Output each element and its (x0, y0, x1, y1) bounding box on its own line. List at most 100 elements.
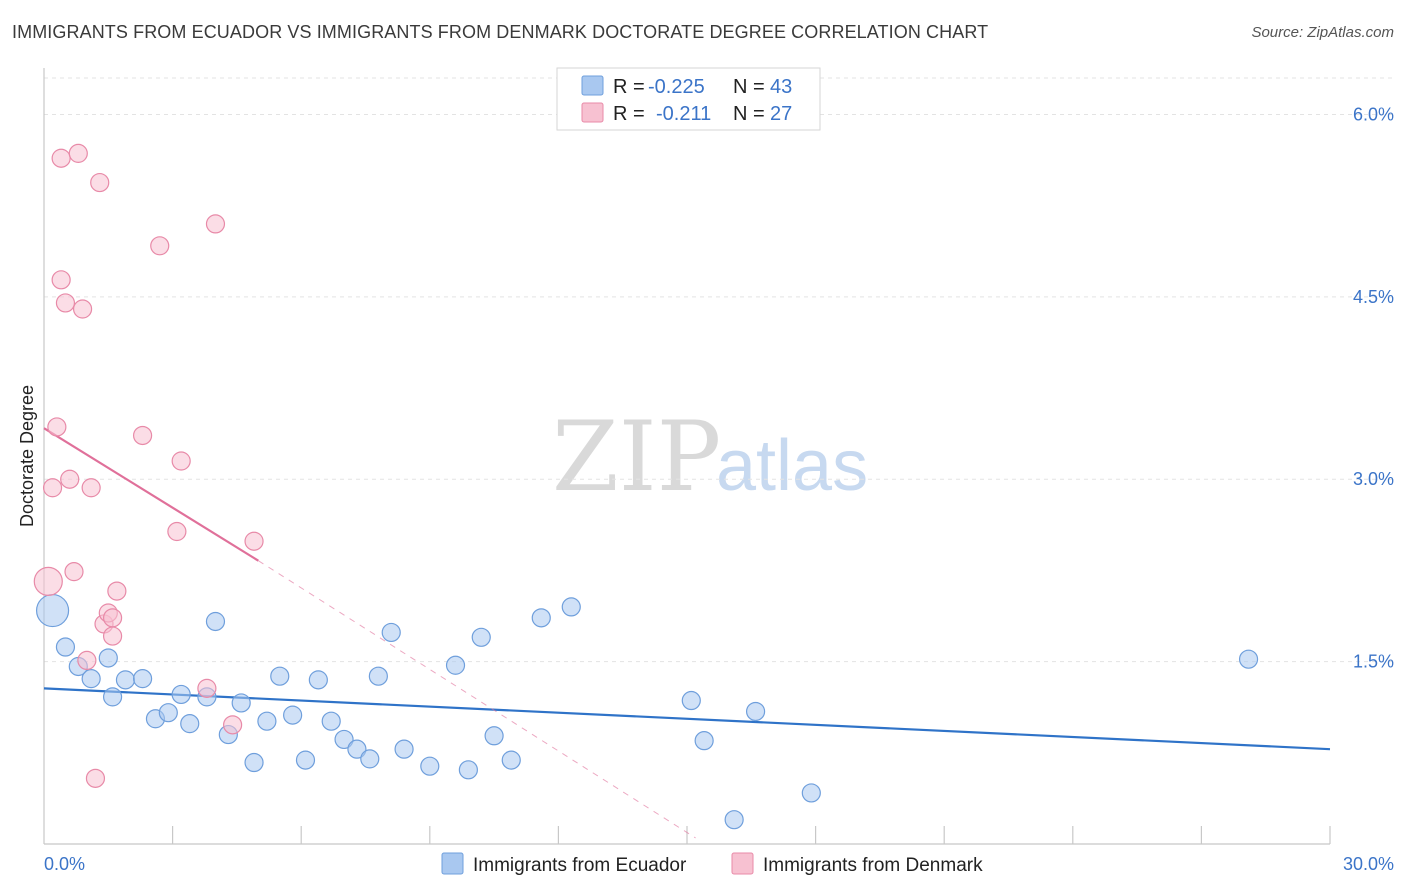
point-ecuador (347, 739, 367, 759)
trend-line-ecuador (43, 687, 1331, 751)
point-denmark (85, 768, 106, 788)
point-ecuador (360, 749, 380, 769)
y-tick-label: 4.5% (1353, 287, 1394, 307)
watermark-zip: ZIP (552, 401, 721, 513)
point-denmark (77, 650, 97, 671)
point-denmark (42, 478, 63, 498)
x-ticks (172, 826, 1331, 844)
y-tick-label: 1.5% (1353, 652, 1394, 672)
point-denmark (47, 417, 67, 437)
point-ecuador (102, 687, 123, 707)
point-ecuador (681, 690, 701, 711)
point-denmark (64, 562, 84, 582)
point-ecuador (334, 729, 354, 750)
point-ecuador (283, 705, 303, 725)
point-ecuador (694, 731, 714, 751)
point-ecuador (257, 711, 277, 731)
gridlines (44, 77, 1394, 663)
series-label-ecuador: Immigrants from Ecuador (473, 855, 687, 876)
point-denmark (81, 478, 101, 498)
point-ecuador (308, 670, 328, 690)
chart-title: IMMIGRANTS FROM ECUADOR VS IMMIGRANTS FR… (12, 22, 989, 42)
point-ecuador (115, 670, 136, 690)
point-ecuador (458, 760, 478, 780)
point-ecuador (1238, 649, 1259, 669)
point-ecuador (35, 593, 70, 628)
legend-n-label-1: N = (733, 76, 765, 98)
point-ecuador (484, 726, 504, 746)
point-ecuador (98, 648, 118, 668)
series-label-denmark: Immigrants from Denmark (763, 855, 983, 876)
trend-lines (43, 427, 1331, 839)
point-denmark (60, 469, 80, 489)
point-denmark (68, 143, 88, 163)
point-ecuador (420, 756, 440, 776)
point-denmark (55, 293, 76, 313)
point-denmark (51, 148, 71, 168)
point-denmark (33, 566, 63, 596)
point-denmark (244, 531, 264, 551)
point-ecuador (205, 611, 226, 632)
point-ecuador (244, 752, 264, 773)
point-denmark (51, 270, 71, 290)
x-tick-label-min: 0.0% (44, 854, 85, 874)
point-ecuador (270, 666, 290, 686)
source-credit: Source: ZipAtlas.com (1251, 24, 1394, 41)
point-ecuador (321, 711, 341, 731)
point-ecuador (745, 701, 766, 722)
point-denmark (107, 581, 127, 601)
point-ecuador (180, 714, 200, 734)
point-ecuador (231, 693, 251, 713)
point-ecuador (368, 666, 388, 686)
point-ecuador (501, 750, 521, 770)
point-ecuador (158, 703, 178, 723)
point-denmark (167, 521, 187, 542)
legend-swatch-ecuador (581, 75, 604, 96)
point-ecuador (561, 597, 581, 617)
point-ecuador (801, 783, 821, 803)
stats-legend: R = -0.225 N = 43 R = -0.211 N = 27 (556, 67, 821, 131)
legend-r-label-1: R = (613, 76, 645, 98)
legend-r-value-1: -0.225 (648, 76, 705, 98)
point-ecuador (132, 669, 153, 689)
legend-n-value-1: 43 (770, 76, 792, 98)
point-ecuador (295, 750, 316, 770)
series-swatch-denmark (731, 852, 754, 875)
point-denmark (205, 214, 226, 234)
point-denmark (90, 172, 110, 193)
point-denmark (102, 626, 123, 646)
point-denmark (72, 299, 93, 319)
point-ecuador (55, 637, 76, 657)
series-legend: Immigrants from Ecuador Immigrants from … (441, 852, 983, 876)
data-points (33, 143, 1259, 830)
point-ecuador (81, 669, 101, 689)
legend-n-label-2: N = (733, 103, 765, 125)
legend-r-label-2: R = (613, 103, 645, 125)
point-ecuador (445, 655, 466, 675)
point-ecuador (394, 739, 414, 759)
trend-line-extension-denmark (258, 560, 696, 839)
point-ecuador (531, 608, 551, 628)
y-axis-title: Doctorate Degree (17, 385, 37, 527)
legend-swatch-denmark (581, 102, 604, 123)
series-swatch-ecuador (441, 852, 464, 875)
y-tick-label: 3.0% (1353, 469, 1394, 489)
point-denmark (150, 236, 170, 256)
legend-n-value-2: 27 (770, 103, 792, 125)
trend-line-denmark (43, 427, 259, 562)
point-denmark (171, 451, 191, 471)
point-ecuador (381, 622, 401, 643)
point-denmark (102, 608, 123, 628)
point-ecuador (724, 810, 744, 830)
point-ecuador (471, 627, 491, 647)
y-tick-labels: 1.5% 3.0% 4.5% 6.0% (1353, 104, 1394, 671)
y-tick-label: 6.0% (1353, 104, 1394, 124)
legend-r-value-2: -0.211 (656, 103, 711, 125)
x-tick-label-max: 30.0% (1343, 854, 1394, 874)
point-denmark (132, 425, 153, 446)
watermark-atlas: atlas (716, 426, 868, 506)
point-denmark (223, 715, 243, 735)
point-ecuador (171, 684, 191, 705)
point-denmark (197, 678, 217, 698)
